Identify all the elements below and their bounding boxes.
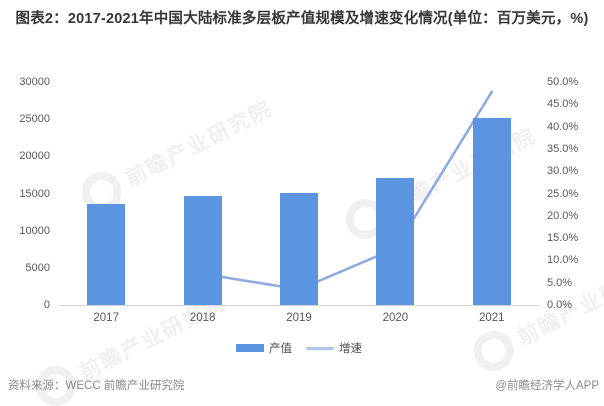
bar-2019 [280, 192, 318, 305]
credit-note: @前瞻经济学人APP [495, 380, 599, 392]
right-axis-tick: 40.0% [547, 120, 579, 133]
plot-area [58, 82, 540, 306]
right-axis-tick: 15.0% [547, 232, 579, 245]
line-swatch-icon [306, 346, 334, 350]
right-axis-tick: 25.0% [547, 187, 579, 200]
x-axis-label: 2017 [93, 312, 119, 324]
left-axis-tick: 25000 [19, 113, 50, 126]
right-axis-tick: 0.0% [547, 299, 573, 311]
left-axis-tick: 0 [43, 299, 50, 311]
left-axis-tick: 5000 [25, 261, 50, 274]
left-axis-tick: 20000 [19, 150, 50, 163]
bar-2017 [87, 203, 126, 305]
x-axis-label: 2018 [189, 312, 216, 324]
left-axis-tick: 15000 [19, 187, 50, 200]
x-axis-label: 2020 [382, 312, 409, 324]
right-axis-tick: 20.0% [547, 209, 579, 222]
x-axis-label: 2021 [479, 312, 505, 324]
legend-item-growth: 增速 [306, 340, 362, 356]
bar-2020 [376, 177, 415, 305]
right-axis-tick: 5.0% [547, 276, 573, 289]
right-axis-tick: 35.0% [547, 142, 579, 155]
legend-label-growth: 增速 [339, 343, 362, 355]
bar-2018 [183, 196, 222, 305]
right-axis-tick: 50.0% [547, 76, 579, 88]
x-axis-label: 2019 [286, 312, 312, 324]
right-axis-tick: 10.0% [547, 254, 579, 267]
bar-2021 [472, 117, 511, 305]
source-note: 资料来源：WECC 前瞻产业研究院 [8, 380, 185, 392]
bar-swatch-icon [236, 344, 264, 352]
legend-item-value: 产值 [236, 340, 292, 356]
chart-title: 图表2：2017-2021年中国大陆标准多层板产值规模及增速变化情况(单位：百万… [15, 11, 589, 27]
legend: 产值 增速 [58, 340, 540, 356]
legend-label-value: 产值 [269, 343, 292, 355]
left-axis-tick: 30000 [19, 76, 50, 88]
growth-line [201, 90, 494, 291]
right-axis-tick: 45.0% [547, 98, 579, 111]
left-axis-tick: 10000 [19, 224, 50, 237]
right-axis-tick: 30.0% [547, 165, 579, 178]
